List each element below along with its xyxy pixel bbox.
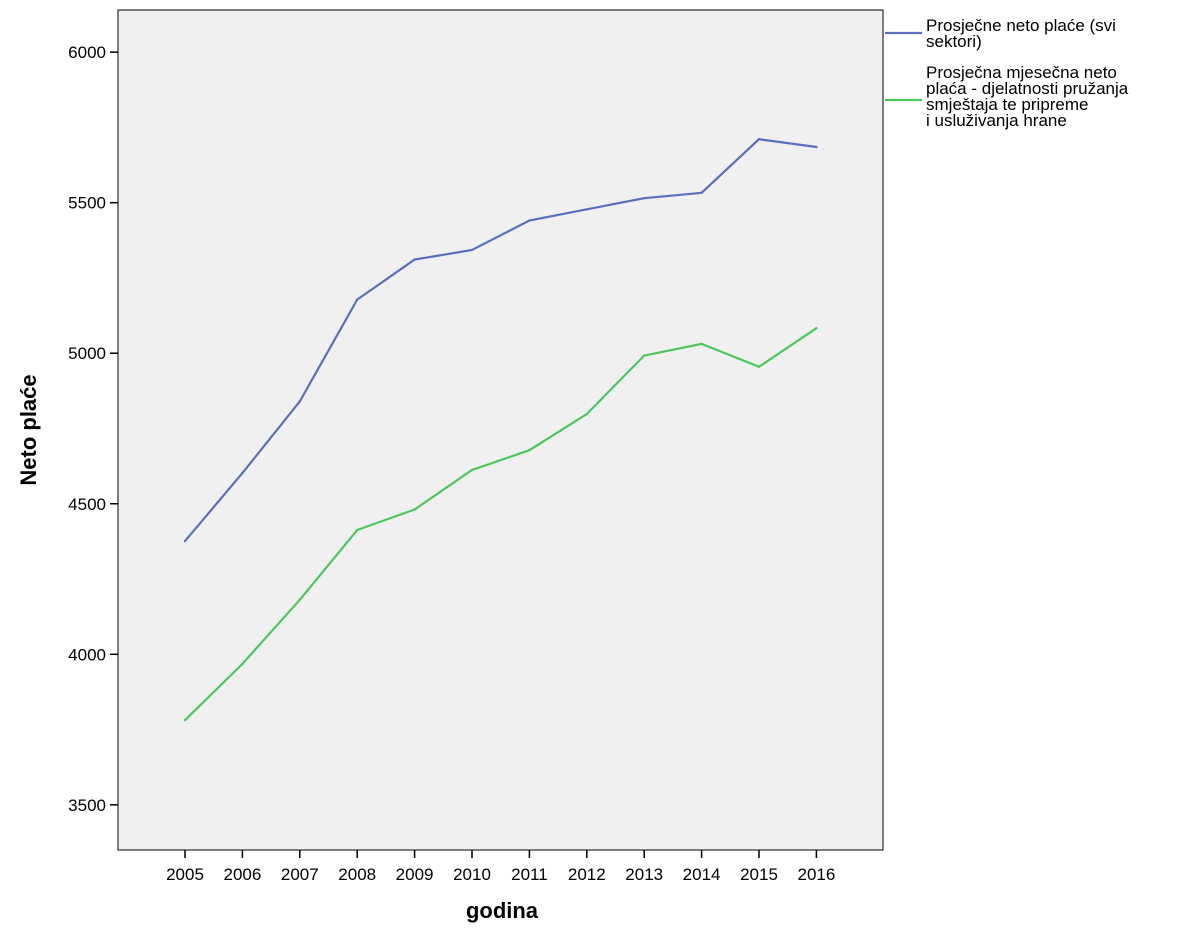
data-point <box>700 192 702 194</box>
data-point <box>299 400 301 402</box>
data-point <box>471 469 473 471</box>
x-tick-label: 2006 <box>223 865 261 884</box>
data-point <box>241 472 243 474</box>
y-tick-label: 4000 <box>68 645 106 664</box>
data-point <box>586 208 588 210</box>
data-point <box>356 298 358 300</box>
x-tick-label: 2012 <box>568 865 606 884</box>
legend-label: sektori) <box>926 32 982 51</box>
data-point <box>643 354 645 356</box>
data-point <box>758 138 760 140</box>
x-axis-title: godina <box>466 898 539 923</box>
data-point <box>643 197 645 199</box>
x-tick-label: 2011 <box>511 865 548 884</box>
x-tick-label: 2015 <box>740 865 778 884</box>
x-tick-label: 2008 <box>338 865 376 884</box>
data-point <box>471 249 473 251</box>
data-point <box>413 258 415 260</box>
data-point <box>413 508 415 510</box>
plot-area <box>118 10 883 850</box>
x-tick-label: 2009 <box>396 865 434 884</box>
x-tick-label: 2010 <box>453 865 491 884</box>
data-point <box>528 219 530 221</box>
data-point <box>184 540 186 542</box>
x-tick-label: 2007 <box>281 865 319 884</box>
data-point <box>815 146 817 148</box>
data-point <box>528 449 530 451</box>
x-tick-label: 2016 <box>797 865 835 884</box>
x-tick-label: 2013 <box>625 865 663 884</box>
data-point <box>356 529 358 531</box>
data-point <box>241 663 243 665</box>
y-axis-title: Neto plaće <box>16 374 41 485</box>
x-tick-label: 2014 <box>683 865 721 884</box>
x-tick-label: 2005 <box>166 865 204 884</box>
data-point <box>299 599 301 601</box>
y-tick-label: 6000 <box>68 43 106 62</box>
data-point <box>700 343 702 345</box>
y-tick-label: 5500 <box>68 194 106 213</box>
data-point <box>184 719 186 721</box>
data-point <box>586 413 588 415</box>
y-tick-label: 3500 <box>68 796 106 815</box>
y-tick-label: 5000 <box>68 344 106 363</box>
x-axis: 2005 2006 2007 2008 2009 2010 2011 2012 2013 2014… <box>166 850 835 884</box>
data-point <box>815 327 817 329</box>
y-axis: 3500 4000 4500 5000 5500 6000 <box>68 43 118 815</box>
data-point <box>758 366 760 368</box>
legend-label: i usluživanja hrane <box>926 111 1067 130</box>
y-tick-label: 4500 <box>68 495 106 514</box>
